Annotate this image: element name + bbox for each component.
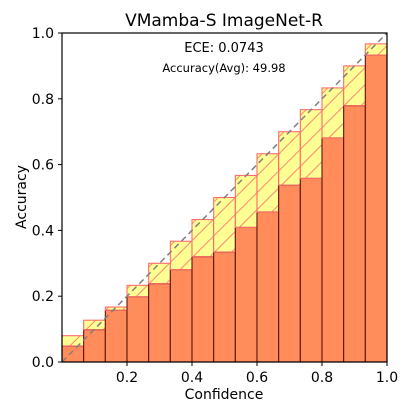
gap-hatch [62, 335, 84, 347]
y-tick-label: 0.8 [32, 92, 54, 108]
ece-annotation: ECE: 0.0743 [184, 41, 264, 56]
x-tick-label: 0.2 [116, 370, 138, 386]
accuracy-bar [83, 329, 106, 363]
accuracy-bar [364, 54, 388, 363]
gap-hatch [365, 43, 387, 56]
accuracy-bar [299, 177, 323, 363]
plot-frame [61, 32, 388, 363]
perfect-calibration-line [61, 32, 388, 363]
gap-hatch [148, 263, 171, 284]
y-tick-label: 1.0 [32, 26, 54, 42]
y-tick-label: 0.2 [32, 289, 54, 305]
gap-hatch [127, 285, 149, 297]
accuracy-bar [278, 184, 301, 363]
accuracy-bar [126, 296, 150, 363]
accuracy-bar [256, 211, 280, 363]
y-tick-label: 0.4 [32, 223, 54, 239]
accuracy-bar [343, 105, 366, 363]
chart-title: VMamba-S ImageNet-R [125, 11, 323, 31]
x-tick-label: 0.4 [181, 370, 203, 386]
gap-hatch [170, 241, 192, 270]
gap-hatch [213, 197, 236, 253]
y-tick-label: 0.0 [32, 355, 54, 371]
accuracy-bar [321, 137, 345, 363]
y-axis-label: Accuracy [14, 165, 30, 229]
y-tick-label: 0.6 [32, 158, 54, 174]
plot-area: 0.2 0.4 0.6 0.8 1.0 0.0 0.2 0.4 0.6 0.8 1.0 [32, 26, 398, 386]
accuracy-bar [213, 251, 236, 363]
accuracy-bar [191, 256, 215, 363]
gap-hatch [192, 219, 214, 257]
accuracy-bar [104, 309, 128, 363]
gap-hatch [322, 87, 344, 138]
gap-hatch [235, 175, 257, 228]
accuracy-bar [169, 269, 193, 363]
gap-hatch [300, 109, 322, 179]
accuracy-annotation: Accuracy(Avg): 49.98 [162, 61, 285, 75]
gap-hatch [343, 65, 366, 106]
accuracy-bar [234, 226, 258, 363]
x-tick-label: 0.6 [246, 370, 268, 386]
gap-hatch [105, 307, 127, 311]
gap-hatch [278, 131, 301, 186]
x-tick-label: 1.0 [376, 370, 398, 386]
accuracy-bar [148, 283, 171, 363]
gap-hatch [83, 320, 106, 330]
gap-hatch [257, 153, 279, 212]
x-axis-label: Confidence [185, 387, 264, 403]
x-tick-label: 0.8 [311, 370, 333, 386]
